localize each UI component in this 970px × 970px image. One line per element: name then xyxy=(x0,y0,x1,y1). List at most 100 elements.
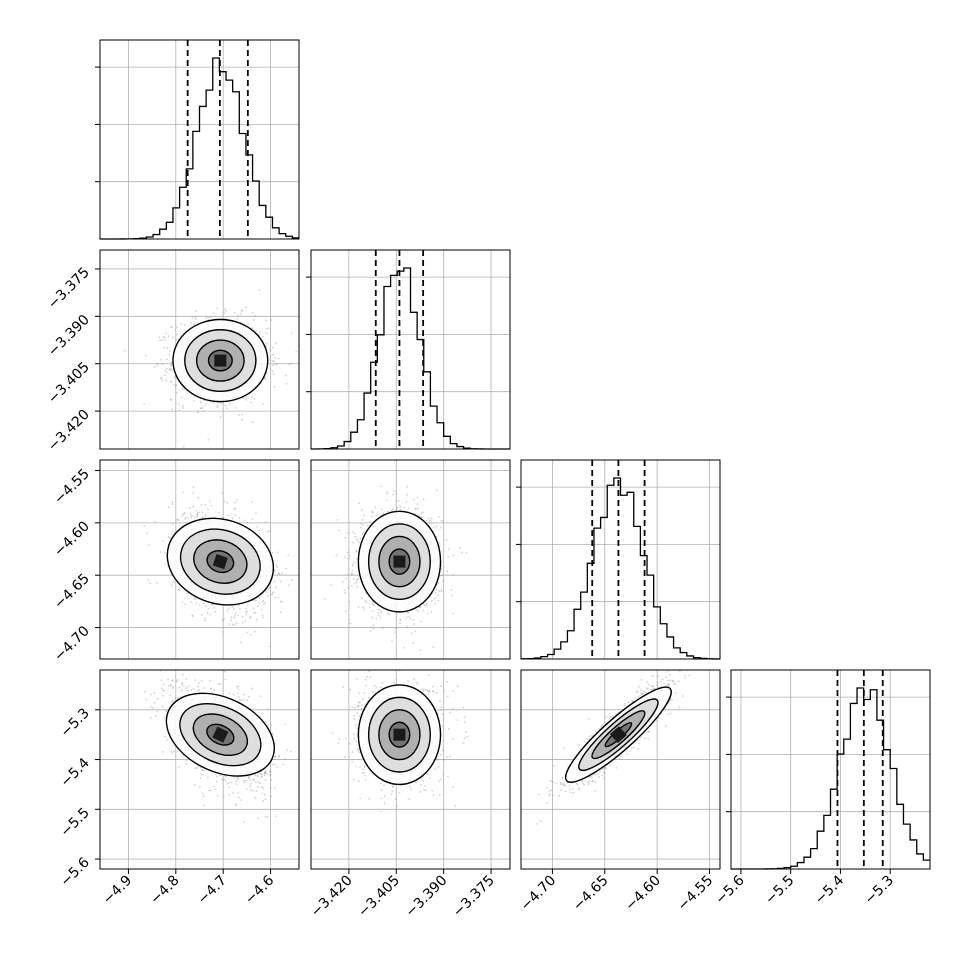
sample-point xyxy=(199,400,202,403)
sample-point xyxy=(263,774,266,777)
sample-point xyxy=(221,492,224,495)
sample-point xyxy=(181,601,184,604)
sample-point xyxy=(182,513,185,516)
sample-point xyxy=(178,686,181,689)
sample-point xyxy=(171,700,174,703)
sample-point xyxy=(375,514,378,517)
sample-point xyxy=(354,582,357,585)
sample-point xyxy=(245,399,247,401)
sample-point xyxy=(406,486,408,488)
sample-point xyxy=(405,617,408,620)
sample-point xyxy=(255,512,257,515)
sample-point xyxy=(371,600,374,603)
sample-point xyxy=(260,773,263,775)
sample-point xyxy=(155,582,158,584)
sample-point xyxy=(245,611,248,614)
sample-point xyxy=(169,368,172,370)
sample-point xyxy=(154,520,156,523)
sample-point xyxy=(237,614,240,617)
sample-point xyxy=(190,601,193,603)
sample-point xyxy=(271,364,274,367)
sample-point xyxy=(201,769,204,771)
sample-point xyxy=(172,336,174,339)
sample-point xyxy=(413,498,416,501)
sample-point xyxy=(254,599,257,602)
sample-point xyxy=(336,519,339,521)
sample-point xyxy=(162,540,164,542)
sample-point xyxy=(253,398,256,400)
sample-point xyxy=(430,517,433,520)
density-peak xyxy=(214,354,227,367)
sample-point xyxy=(271,370,274,373)
sample-point xyxy=(391,639,393,642)
panel-background xyxy=(100,40,299,239)
sample-point xyxy=(180,323,183,326)
sample-point xyxy=(235,685,238,688)
sample-point xyxy=(185,762,188,765)
sample-point xyxy=(355,549,358,552)
sample-point xyxy=(269,348,271,351)
sample-point xyxy=(194,679,196,681)
sample-point xyxy=(440,519,443,522)
sample-point xyxy=(176,326,179,328)
sample-point xyxy=(377,608,380,611)
sample-point xyxy=(262,616,264,619)
sample-point xyxy=(277,596,280,599)
sample-point xyxy=(235,612,237,615)
sample-point xyxy=(200,504,203,506)
sample-point xyxy=(231,623,234,626)
sample-point xyxy=(380,508,383,511)
sample-point xyxy=(267,327,270,329)
sample-point xyxy=(159,551,162,553)
sample-point xyxy=(251,518,254,520)
sample-point xyxy=(204,604,207,607)
sample-point xyxy=(183,512,186,514)
sample-point xyxy=(228,793,231,796)
sample-point xyxy=(177,588,180,591)
sample-point xyxy=(434,592,437,594)
sample-point xyxy=(422,498,425,501)
sample-point xyxy=(422,609,425,612)
sample-point xyxy=(429,596,432,598)
sample-point xyxy=(273,363,276,365)
sample-point xyxy=(387,612,389,615)
scatter-points xyxy=(324,485,468,651)
sample-point xyxy=(258,529,261,532)
sample-point xyxy=(450,589,453,591)
sample-point xyxy=(228,623,231,626)
sample-point xyxy=(170,362,173,365)
contour-line xyxy=(367,523,431,600)
sample-point xyxy=(372,511,374,514)
sample-point xyxy=(159,339,161,342)
sample-point xyxy=(231,517,234,520)
sample-point xyxy=(167,335,170,338)
hist-panel-3 xyxy=(516,459,721,660)
sample-point xyxy=(235,407,237,409)
sample-point xyxy=(442,579,444,582)
sample-point xyxy=(402,646,405,649)
sample-point xyxy=(194,598,196,601)
sample-point xyxy=(432,646,435,649)
sample-point xyxy=(351,564,354,567)
sample-point xyxy=(205,317,207,319)
sample-point xyxy=(348,600,351,603)
sample-point xyxy=(291,579,294,582)
sample-point xyxy=(261,600,264,603)
sample-point xyxy=(170,584,173,587)
sample-point xyxy=(233,616,235,619)
sample-point xyxy=(210,687,213,690)
sample-point xyxy=(350,585,353,587)
sample-point xyxy=(361,532,364,535)
sample-point xyxy=(168,350,171,352)
sample-point xyxy=(392,493,395,496)
scatter-points xyxy=(143,486,294,648)
sample-point xyxy=(418,606,421,609)
sample-point xyxy=(352,562,355,565)
sample-point xyxy=(181,673,184,676)
sample-point xyxy=(425,519,428,522)
sample-point xyxy=(424,604,426,607)
sample-point xyxy=(379,616,382,619)
sample-point xyxy=(348,568,350,571)
density-peak xyxy=(212,554,228,570)
